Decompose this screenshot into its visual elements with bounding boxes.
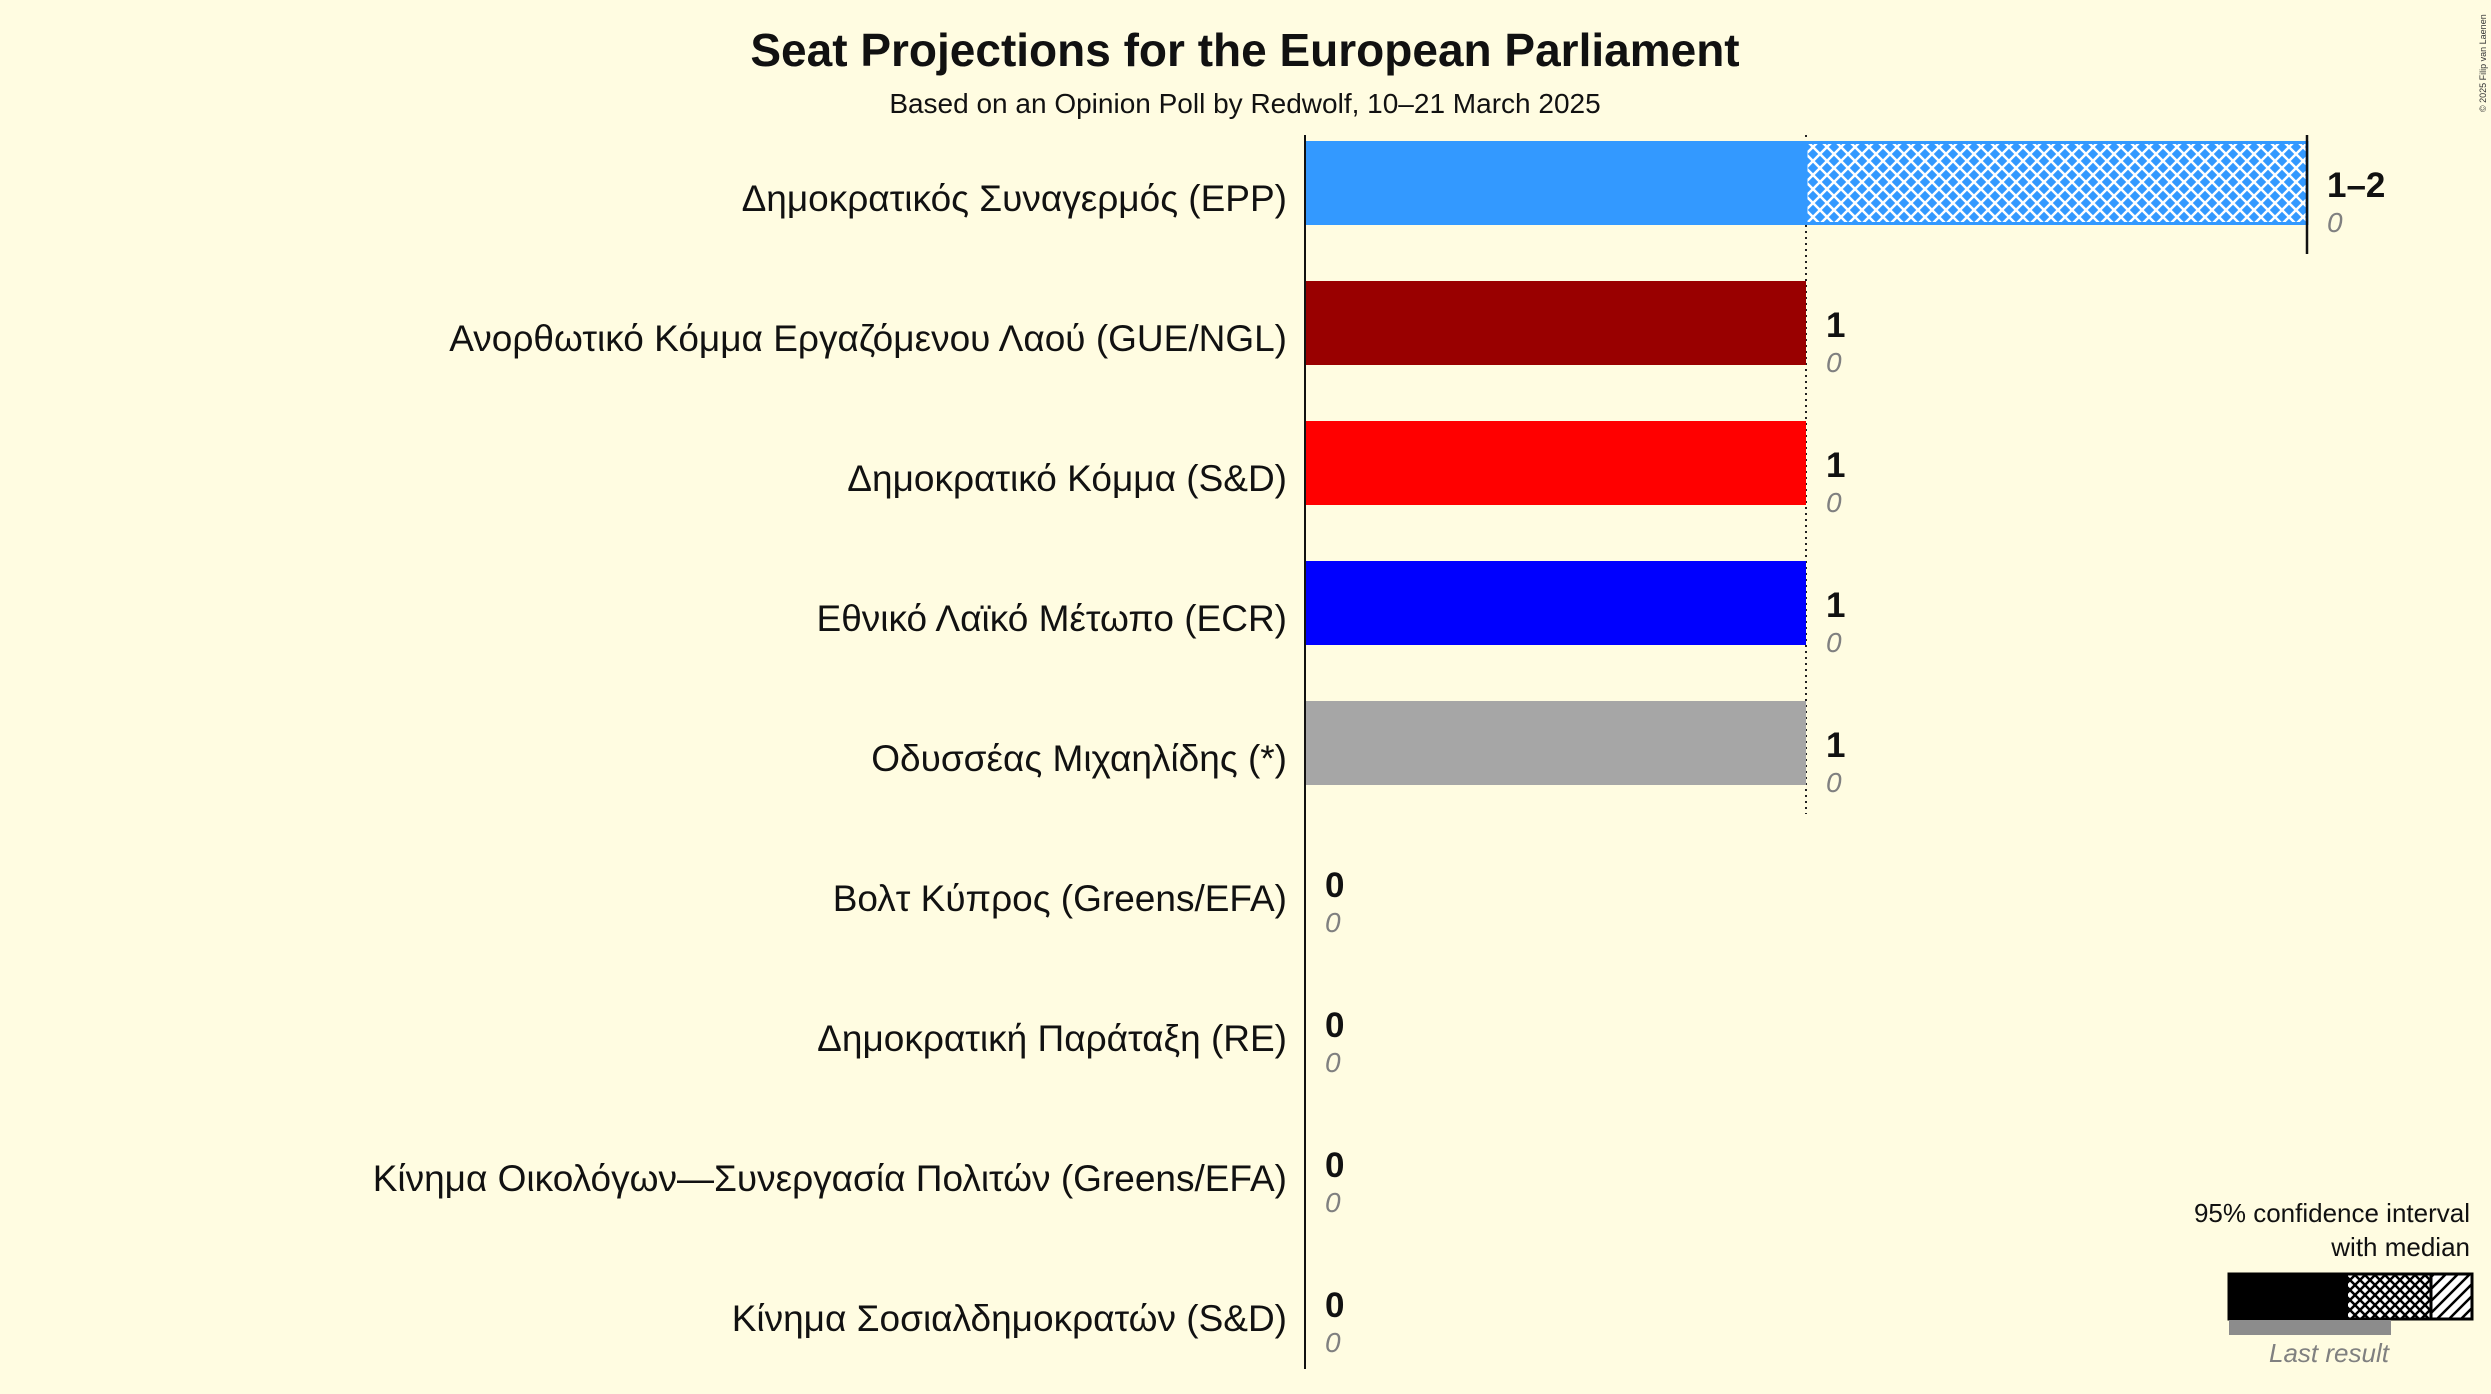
legend-crosshatch-swatch <box>2348 1274 2431 1319</box>
legend-swatch-border <box>2227 1272 2474 1321</box>
seat-range-label: 1 <box>1826 586 1845 625</box>
legend-last-result-label: Last result <box>2269 1338 2391 1368</box>
bar-solid <box>1305 421 1806 505</box>
seat-range-label: 1 <box>1826 446 1845 485</box>
seat-range-label: 0 <box>1325 866 1344 905</box>
last-result-label: 0 <box>1325 907 1341 938</box>
legend-solid-swatch <box>2229 1274 2348 1319</box>
legend-last-result-swatch <box>2229 1320 2391 1335</box>
copyright-notice: © 2025 Filip van Laenen <box>2478 14 2488 112</box>
bar-solid <box>1305 561 1806 645</box>
party-label: Κίνημα Σοσιαλδημοκρατών (S&D) <box>732 1298 1287 1339</box>
party-label: Οδυσσέας Μιχαηλίδης (*) <box>871 738 1287 779</box>
seat-range-label: 1 <box>1826 306 1845 345</box>
last-result-label: 0 <box>1826 627 1842 658</box>
legend: 95% confidence interval with median Last… <box>2194 1198 2474 1368</box>
chart-title: Seat Projections for the European Parlia… <box>750 24 1739 76</box>
chart-marks: Δημοκρατικός Συναγερμός (EPP) 1–20Ανορθωτ… <box>373 135 2385 1358</box>
seat-range-label: 0 <box>1325 1006 1344 1045</box>
seat-range-label: 0 <box>1325 1286 1344 1325</box>
seat-range-label: 1–2 <box>2327 166 2385 205</box>
bar-solid <box>1305 141 1806 225</box>
party-label: Ανορθωτικό Κόμμα Εργαζόμενου Λαού (GUE/N… <box>449 318 1287 359</box>
seat-range-label: 0 <box>1325 1146 1344 1185</box>
legend-ci-label: 95% confidence interval <box>2194 1198 2470 1228</box>
party-label: Εθνικό Λαϊκό Μέτωπο (ECR) <box>817 598 1287 639</box>
party-label: Δημοκρατική Παράταξη (RE) <box>817 1018 1287 1059</box>
party-label: Βολτ Κύπρος (Greens/EFA) <box>833 878 1287 919</box>
last-result-label: 0 <box>1325 1187 1341 1218</box>
legend-median-label: with median <box>2330 1232 2470 1262</box>
seat-range-label: 1 <box>1826 726 1845 765</box>
last-result-label: 0 <box>1826 347 1842 378</box>
last-result-label: 0 <box>1325 1047 1341 1078</box>
bar-solid <box>1305 701 1806 785</box>
party-label: Δημοκρατικό Κόμμα (S&D) <box>847 458 1287 499</box>
last-result-label: 0 <box>1325 1327 1341 1358</box>
legend-diagonal-swatch <box>2431 1274 2472 1319</box>
last-result-label: 0 <box>1826 487 1842 518</box>
bar-solid <box>1305 281 1806 365</box>
party-label: Δημοκρατικός Συναγερμός (EPP) <box>742 178 1287 219</box>
bar-confidence-interval <box>1804 141 2309 225</box>
chart-subtitle: Based on an Opinion Poll by Redwolf, 10–… <box>889 88 1600 119</box>
party-label: Κίνημα Οικολόγων—Συνεργασία Πολιτών (Gre… <box>373 1158 1287 1199</box>
last-result-label: 0 <box>2327 207 2343 238</box>
last-result-label: 0 <box>1826 767 1842 798</box>
